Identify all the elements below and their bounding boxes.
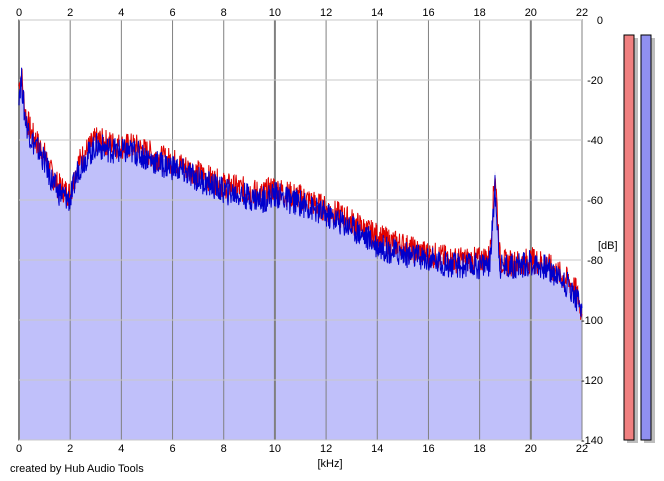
- x-tick-label-top: 10: [269, 7, 281, 19]
- x-tick-label-top: 4: [118, 7, 124, 19]
- x-tick-label-top: 20: [525, 7, 537, 19]
- x-tick-label-top: 12: [320, 7, 332, 19]
- y-tick-label: -140: [581, 435, 603, 447]
- x-tick-label-bottom: 8: [221, 443, 227, 455]
- level-meter-left: [623, 34, 635, 441]
- y-tick-label: -60: [587, 195, 603, 207]
- x-axis-label: [kHz]: [317, 458, 342, 470]
- y-tick-labels: 0 -20 -40 -60 -80 -100 -120 -140: [581, 15, 603, 447]
- x-tick-label-top: 22: [576, 7, 588, 19]
- credit-text: created by Hub Audio Tools: [10, 463, 144, 475]
- y-tick-label: -40: [587, 135, 603, 147]
- spectrum-lines: [18, 67, 583, 320]
- y-tick-label: 0: [597, 15, 603, 27]
- x-tick-label-bottom: 22: [576, 443, 588, 455]
- x-tick-label-top: 8: [221, 7, 227, 19]
- x-tick-label-top: 2: [67, 7, 73, 19]
- y-tick-label: -80: [587, 255, 603, 267]
- x-tick-label-top: 16: [422, 7, 434, 19]
- grid: [18, 19, 583, 441]
- x-tick-label-top: 0: [16, 7, 22, 19]
- x-tick-label-bottom: 18: [474, 443, 486, 455]
- x-tick-label-bottom: 6: [169, 443, 175, 455]
- y-tick-label: -20: [587, 75, 603, 87]
- x-tick-label-bottom: 4: [118, 443, 124, 455]
- x-tick-label-bottom: 12: [320, 443, 332, 455]
- x-tick-label-bottom: 2: [67, 443, 73, 455]
- x-tick-label-bottom: 20: [525, 443, 537, 455]
- level-meter-right: [640, 34, 652, 441]
- x-tick-label-top: 6: [169, 7, 175, 19]
- y-tick-label: -120: [581, 375, 603, 387]
- x-tick-label-bottom: 14: [371, 443, 383, 455]
- x-tick-label-top: 14: [371, 7, 383, 19]
- x-tick-label-bottom: 10: [269, 443, 281, 455]
- x-tick-label-bottom: 16: [422, 443, 434, 455]
- y-axis-label: [dB]: [598, 240, 618, 252]
- level-meters: [623, 34, 655, 443]
- series-line-right: [18, 67, 583, 318]
- x-tick-label-top: 18: [474, 7, 486, 19]
- x-tick-label-bottom: 0: [16, 443, 22, 455]
- y-tick-label: -100: [581, 315, 603, 327]
